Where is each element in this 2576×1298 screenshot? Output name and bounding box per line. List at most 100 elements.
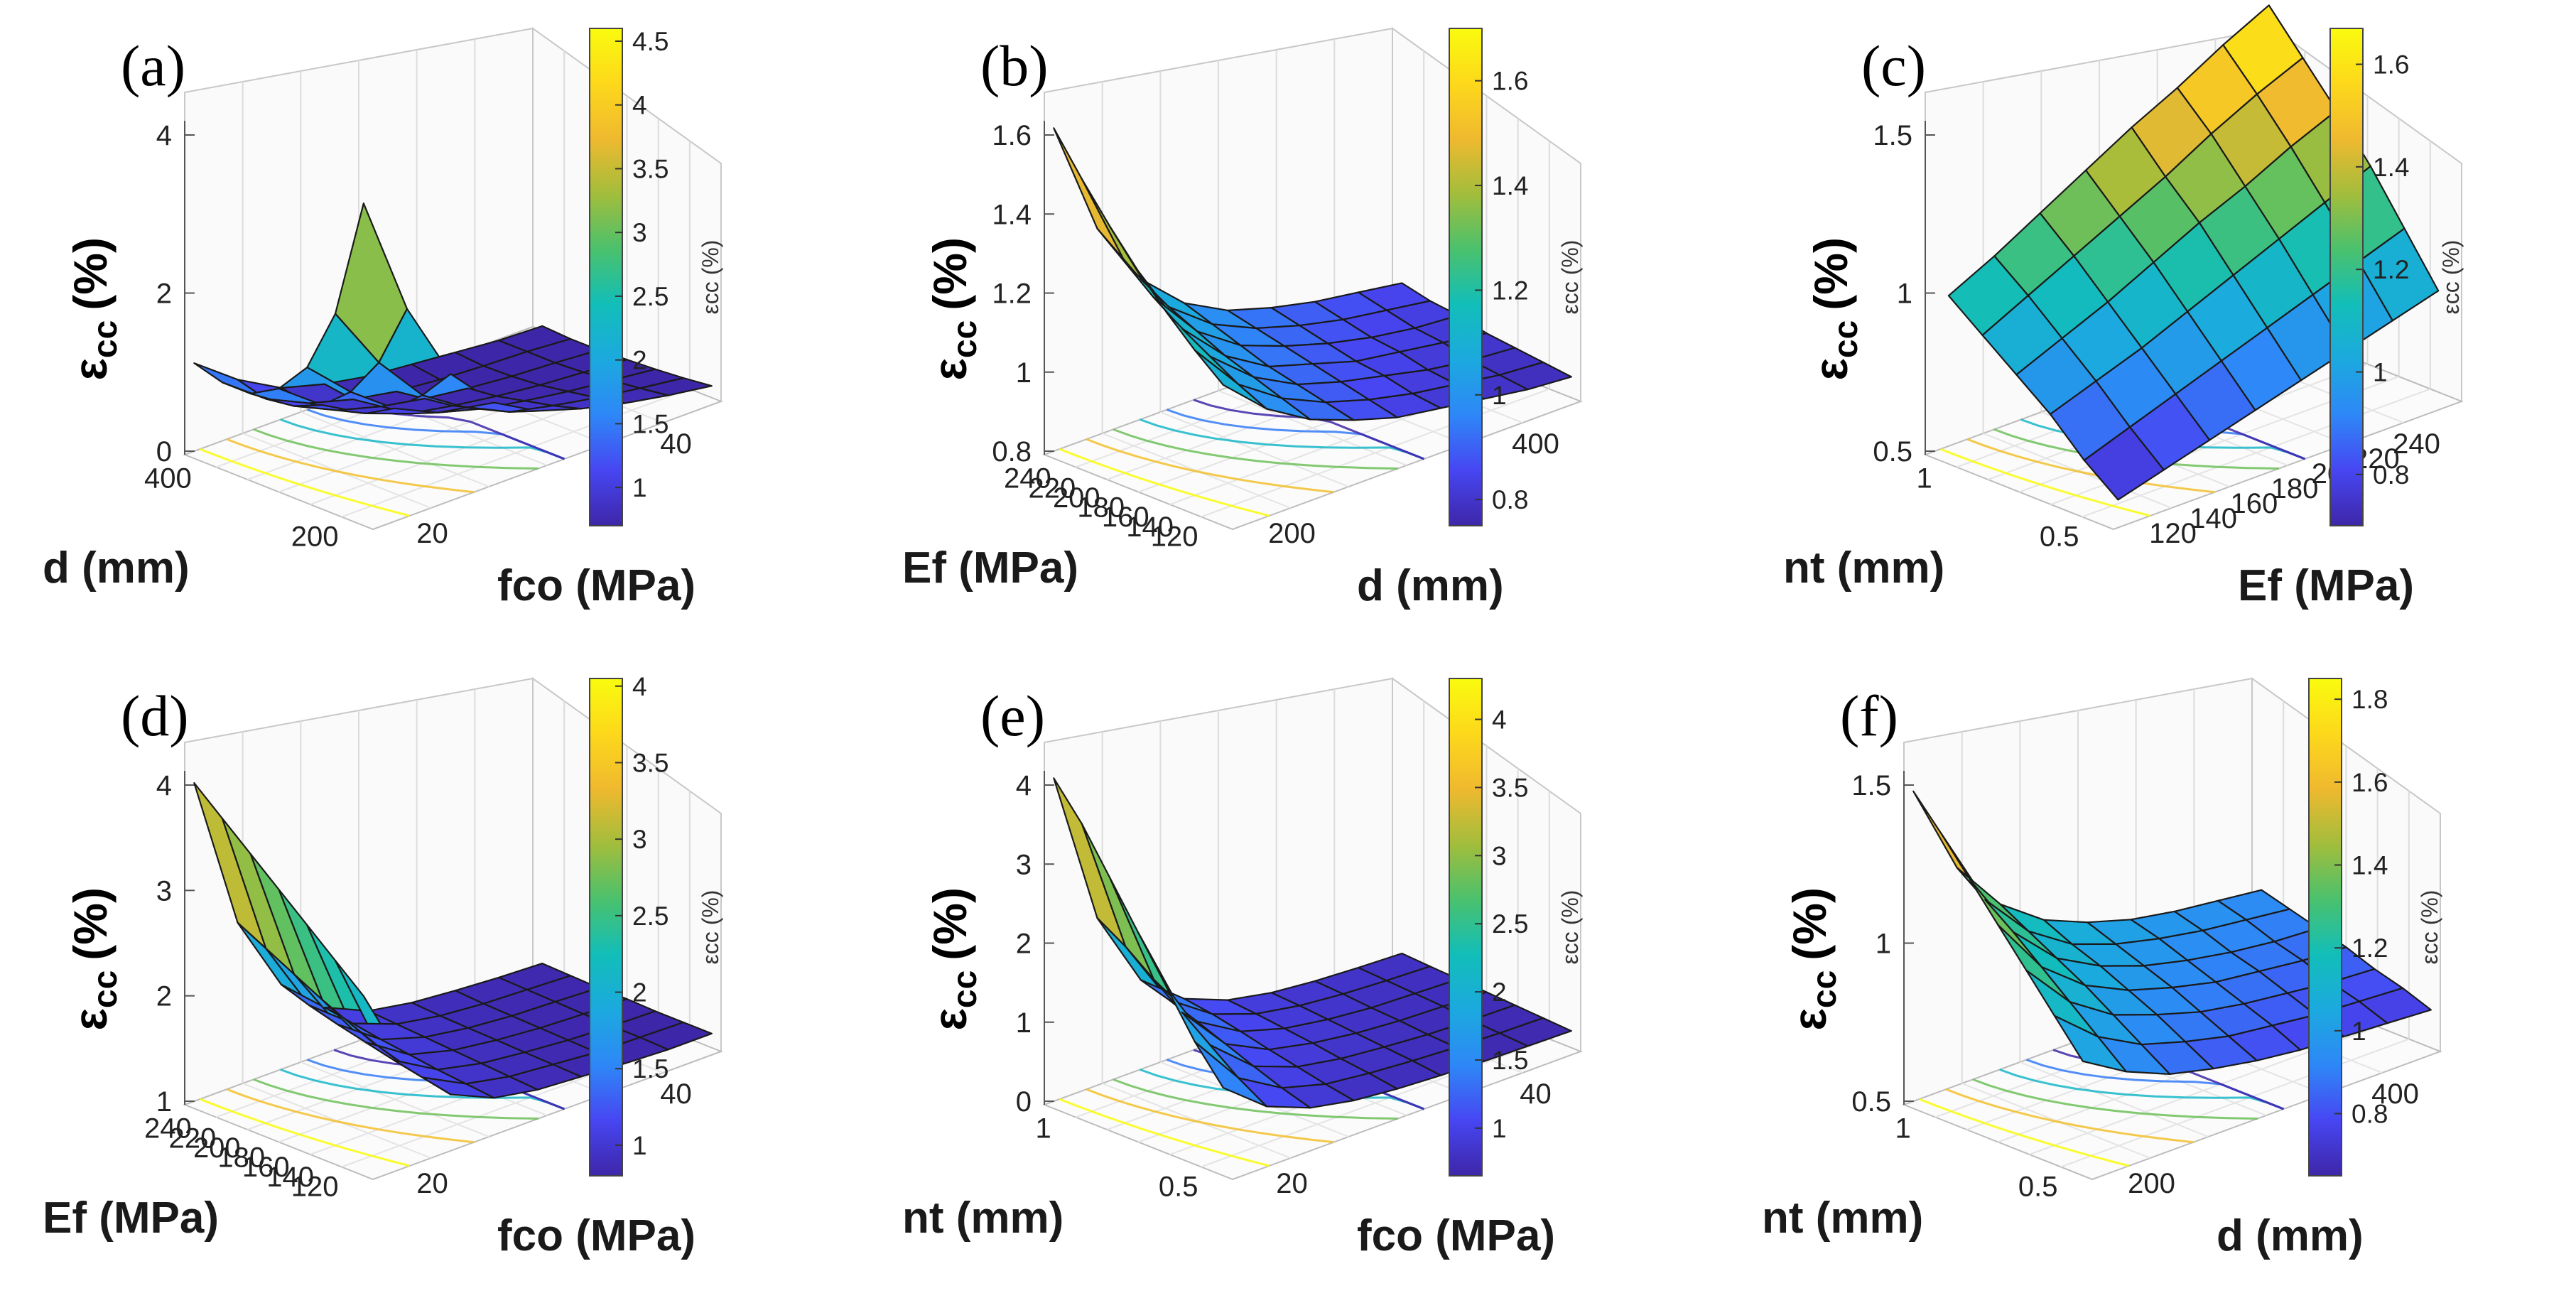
right-axis-title: fco (MPa): [497, 561, 696, 610]
right-axis-title: fco (MPa): [1357, 1211, 1555, 1260]
left-axis-tick: 0.5: [1159, 1172, 1198, 1203]
floor-contour: [200, 1098, 411, 1167]
surface-cell: [1281, 1083, 1355, 1109]
right-axis-tick: 160: [2230, 488, 2278, 519]
left-axis-tick: 200: [1053, 482, 1100, 514]
panel-a: 0 2 4 εcc(%) 400 200 20 40 d (mm) fco (MPa) (a) 1 1.…: [43, 27, 723, 610]
colorbar-tick-label: 1.8: [2352, 685, 2388, 714]
colorbar-tick-label: 3: [1492, 841, 1507, 870]
surface-cell: [2141, 1041, 2214, 1076]
left-axis-tick: 400: [144, 463, 192, 494]
colorbar-tick-label: 1.4: [2373, 153, 2409, 182]
colorbar-tick-label: 2.5: [1492, 909, 1528, 939]
colorbar-tick-label: 4.5: [632, 27, 669, 56]
left-axis-title: Ef (MPa): [902, 543, 1078, 593]
colorbar-tick-label: 1.6: [2373, 50, 2409, 80]
left-axis-title: nt (mm): [1783, 543, 1944, 593]
floor-contour: [1113, 428, 1398, 470]
floor-contour: [200, 448, 411, 517]
floor-contour: [280, 418, 565, 460]
left-axis-tick: 240: [144, 1113, 192, 1145]
right-axis-tick: 140: [2190, 503, 2237, 534]
colorbar-tick-label: 1: [2352, 1017, 2366, 1046]
z-tick-label: 1.2: [992, 278, 1032, 310]
panel-label: (e): [980, 683, 1045, 748]
right-axis-tick: 400: [1512, 428, 1559, 460]
colorbar-tick-label: 0.8: [2373, 460, 2409, 490]
colorbar-tick-label: 2: [632, 978, 647, 1007]
colorbar-tick-label: 0.8: [1492, 485, 1528, 514]
colorbar-tick-label: 1.4: [1492, 171, 1528, 200]
floor-contour: [226, 438, 475, 494]
z-tick-label: 3: [1016, 849, 1032, 880]
panel-c: 0.511.5εcc(%)10.5120140160180200220240nt…: [1783, 4, 2464, 610]
floor-contour: [1972, 1078, 2258, 1120]
colorbar-title: εcc (%): [698, 890, 723, 965]
z-axis-title: εcc(%): [64, 887, 124, 1030]
colorbar-tick-label: 1.2: [2373, 255, 2409, 284]
surface-cell: [2083, 426, 2165, 501]
z-axis-title: εcc(%): [1804, 237, 1865, 380]
right-axis-title: fco (MPa): [497, 1211, 696, 1260]
panel-label: (d): [121, 683, 189, 748]
colorbar-title: εcc (%): [2417, 890, 2442, 965]
colorbar: [2329, 28, 2364, 526]
colorbar-tick-label: 3.5: [1492, 773, 1528, 802]
left-axis-tick: 240: [1004, 463, 1051, 494]
left-axis-tick: 1: [1895, 1113, 1911, 1145]
colorbar: [1449, 28, 1483, 526]
surface-cell: [508, 404, 583, 413]
colorbar-tick-label: 1.2: [2352, 934, 2388, 963]
floor-contour: [1945, 1088, 2194, 1144]
left-axis-tick: 220: [1029, 472, 1076, 504]
floor-contour: [1193, 399, 1425, 460]
panel-label: (c): [1861, 33, 1926, 98]
colorbar-tick-label: 1: [632, 473, 647, 502]
z-tick-label: 0.5: [1873, 436, 1912, 467]
left-axis-tick: 0.5: [2040, 521, 2079, 553]
colorbar-tick-label: 3.5: [632, 154, 669, 183]
left-axis-tick: 200: [291, 521, 339, 553]
right-axis-tick: 20: [416, 518, 448, 549]
right-axis-tick: 400: [2371, 1078, 2419, 1110]
panel-b: 0.811.21.41.6εcc(%)240220200180160140120…: [902, 27, 1583, 610]
left-axis-title: d (mm): [43, 543, 190, 593]
left-axis-tick: 120: [291, 1172, 339, 1203]
colorbar-tick-label: 2.5: [632, 282, 669, 311]
left-axis-tick: 140: [266, 1162, 314, 1193]
z-tick-label: 1.5: [1851, 770, 1891, 801]
right-axis-tick: 20: [416, 1168, 448, 1199]
surface-cell: [1281, 397, 1355, 421]
colorbar-tick-label: 2: [632, 346, 647, 375]
colorbar-tick-label: 1.5: [1492, 1046, 1528, 1075]
right-axis-tick: 40: [660, 1078, 692, 1110]
z-tick-label: 1.4: [992, 199, 1032, 230]
colorbar: [1449, 678, 1483, 1177]
z-tick-label: 1: [156, 1086, 172, 1118]
floor-contour: [1059, 1098, 1270, 1167]
right-axis-tick: 20: [1276, 1168, 1308, 1199]
colorbar: [589, 28, 623, 526]
left-axis-tick: 160: [1102, 502, 1149, 533]
left-axis-tick: 140: [1126, 512, 1174, 543]
left-axis-title: Ef (MPa): [43, 1194, 219, 1243]
floor-contour: [253, 428, 539, 470]
floor-contour: [1086, 1088, 1334, 1144]
surface-cell: [421, 1076, 495, 1099]
colorbar-tick-label: 1.5: [632, 409, 669, 438]
floor-contour: [280, 1069, 565, 1110]
z-tick-label: 2: [1016, 929, 1032, 960]
right-axis-tick: 200: [2128, 1168, 2175, 1199]
floor-contour: [1999, 1069, 2285, 1110]
z-tick-label: 0: [1016, 1086, 1032, 1118]
floor-contour: [1086, 438, 1334, 494]
z-tick-label: 1: [1876, 929, 1891, 960]
right-axis-tick: 180: [2271, 473, 2319, 504]
right-axis-title: d (mm): [1357, 561, 1504, 610]
z-tick-label: 1.5: [1873, 120, 1912, 151]
colorbar-tick-label: 1: [2373, 358, 2388, 387]
floor-contour: [1919, 1098, 2130, 1167]
left-axis-tick: 160: [242, 1152, 290, 1183]
